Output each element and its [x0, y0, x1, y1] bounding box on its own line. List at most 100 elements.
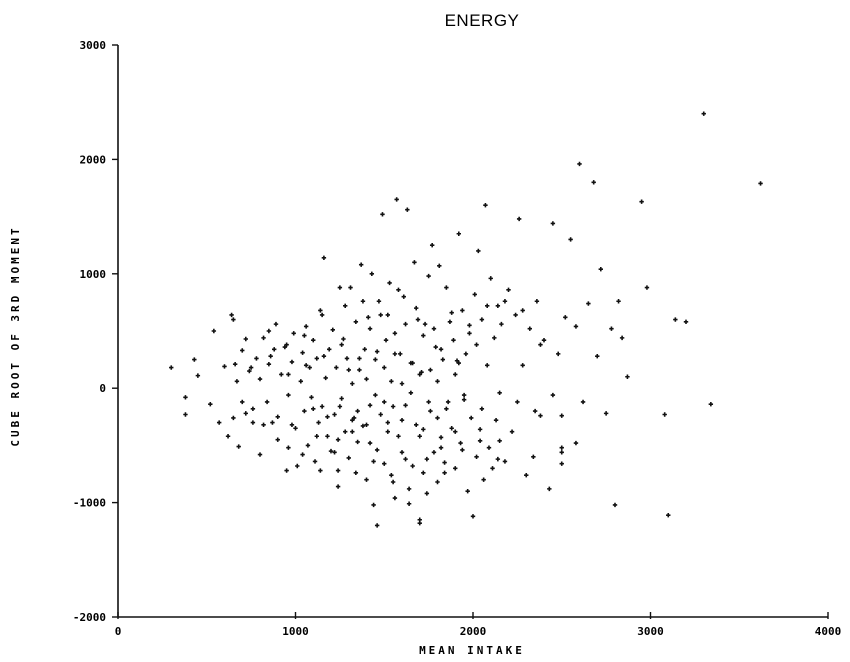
data-point: [364, 477, 369, 482]
data-point: [321, 255, 327, 260]
data-point: [456, 231, 461, 236]
data-point: [291, 331, 296, 336]
data-point: [415, 317, 421, 322]
data-point: [428, 408, 433, 414]
data-point: [421, 427, 426, 432]
data-point: [531, 454, 536, 460]
y-tick-label: 0: [99, 382, 106, 395]
data-point: [419, 369, 424, 375]
data-point: [273, 321, 279, 327]
data-point: [408, 390, 414, 395]
data-point: [472, 292, 477, 297]
data-point: [758, 181, 763, 186]
data-point: [355, 439, 360, 445]
data-point: [470, 514, 476, 519]
data-point: [406, 501, 412, 506]
data-point: [364, 422, 369, 428]
data-point: [532, 408, 538, 414]
data-point: [300, 350, 305, 355]
data-point: [481, 477, 486, 482]
data-point: [403, 456, 408, 462]
data-point: [422, 321, 428, 327]
data-points: [169, 111, 763, 528]
data-point: [485, 363, 490, 368]
data-point: [673, 317, 678, 322]
data-point: [286, 392, 291, 398]
data-point: [598, 267, 603, 272]
data-point: [550, 392, 556, 398]
data-point: [286, 445, 291, 450]
x-tick-label: 2000: [460, 625, 487, 638]
data-point: [460, 447, 465, 453]
data-point: [424, 491, 430, 496]
data-point: [327, 347, 332, 352]
data-point: [509, 429, 515, 434]
data-point: [513, 312, 518, 318]
data-point: [502, 459, 508, 464]
data-point: [325, 434, 330, 439]
data-point: [666, 512, 671, 518]
data-point: [573, 324, 579, 329]
data-point: [461, 397, 467, 402]
data-point: [243, 336, 248, 342]
data-point: [410, 360, 415, 366]
data-point: [240, 348, 245, 353]
data-point: [389, 379, 394, 384]
data-point: [429, 243, 435, 248]
data-point: [451, 337, 456, 343]
data-point: [403, 321, 408, 327]
data-point: [453, 429, 458, 434]
data-point: [595, 353, 600, 359]
data-point: [625, 374, 630, 379]
data-point: [316, 420, 321, 425]
data-point: [367, 403, 373, 408]
data-point: [619, 335, 625, 341]
data-point: [261, 422, 266, 428]
data-point: [355, 408, 360, 414]
data-point: [341, 336, 346, 342]
data-point: [385, 420, 390, 425]
data-point: [303, 363, 309, 368]
data-point: [538, 342, 543, 347]
data-point: [348, 285, 353, 290]
data-point: [390, 479, 396, 485]
data-point: [382, 399, 387, 405]
data-point: [337, 285, 343, 290]
data-point: [426, 273, 431, 279]
data-point: [380, 212, 385, 217]
data-point: [456, 360, 461, 366]
data-point: [282, 344, 288, 350]
data-point: [412, 260, 417, 265]
data-point: [302, 408, 307, 414]
data-point: [662, 412, 667, 417]
data-point: [392, 351, 398, 357]
data-point: [461, 392, 467, 398]
data-point: [343, 429, 348, 434]
data-point: [321, 353, 327, 359]
data-point: [421, 333, 426, 338]
data-point: [240, 399, 245, 405]
data-point: [318, 308, 323, 313]
data-point: [350, 418, 355, 423]
data-point: [499, 321, 504, 327]
data-point: [445, 399, 451, 405]
data-point: [371, 459, 376, 464]
data-point: [541, 337, 547, 343]
data-point: [323, 375, 328, 381]
data-point: [366, 315, 371, 320]
axis-ticks: 0 1000 2000 3000 4000 -2000 -1000 0 1000 2000 3000: [73, 39, 841, 638]
data-point: [270, 420, 275, 425]
data-point: [360, 299, 366, 304]
y-axis-label: CUBE ROOT OF 3RD MOMENT: [9, 225, 22, 446]
data-point: [438, 435, 444, 440]
data-point: [325, 414, 330, 419]
data-point: [547, 486, 552, 492]
data-point: [344, 356, 350, 361]
data-point: [300, 452, 305, 457]
data-point: [298, 379, 304, 384]
data-point: [289, 359, 295, 365]
data-point: [243, 411, 248, 416]
data-point: [332, 450, 337, 455]
data-point: [438, 347, 444, 352]
